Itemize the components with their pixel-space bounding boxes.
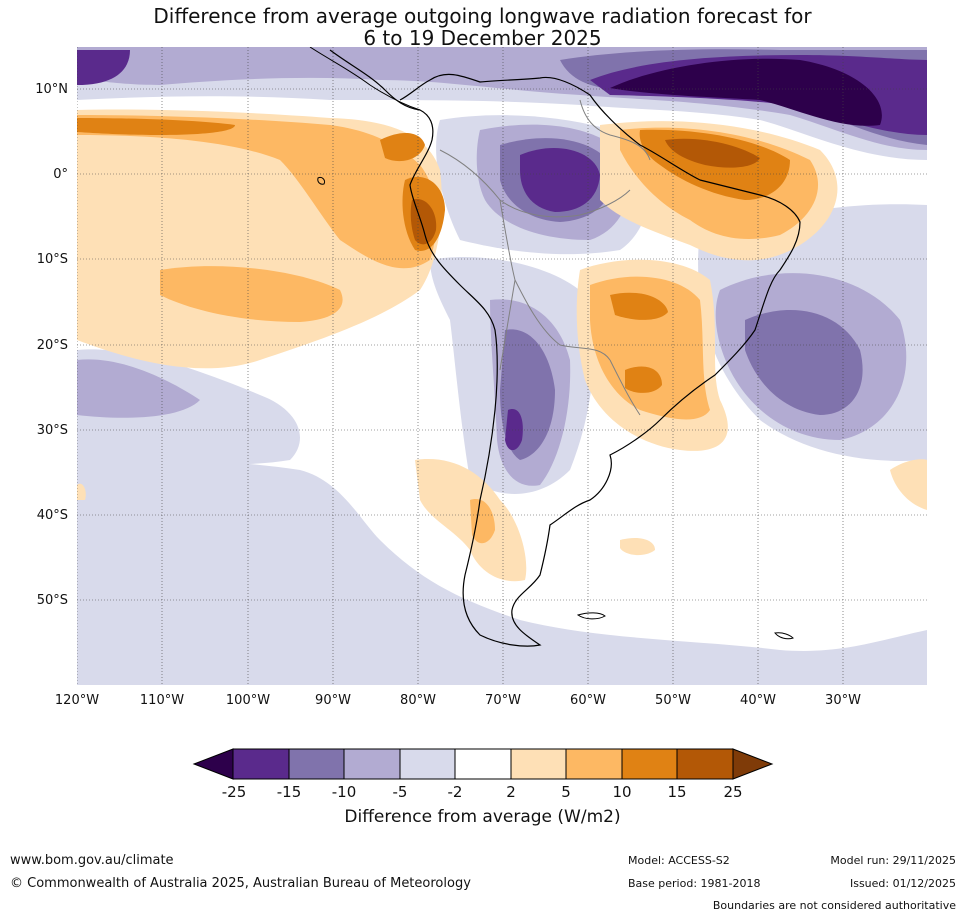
anomaly-region-neg-strong (505, 409, 523, 451)
colorbar-tick-label: -15 (276, 783, 302, 801)
colorbar-swatch (510, 748, 567, 780)
map-title-line-2: 6 to 19 December 2025 (363, 26, 602, 50)
colorbar-swatch (232, 748, 290, 780)
anomaly-region-neg-strong (745, 310, 863, 415)
model-run-date: Model run: 29/11/2025 (830, 854, 956, 867)
lon-label-30w: 30°W (825, 693, 861, 708)
boundaries-disclaimer: Boundaries are not considered authoritat… (712, 899, 956, 912)
colorbar-tick-label: 15 (667, 783, 687, 801)
colorbar-tick-label: 5 (561, 783, 571, 801)
anomaly-region-neg-strong (77, 50, 130, 85)
website-link[interactable]: www.bom.gov.au/climate (10, 853, 174, 868)
lat-label-20s: 20°S (36, 338, 68, 353)
colorbar-tick-label: 2 (506, 783, 516, 801)
lon-label-40w: 40°W (740, 693, 776, 708)
colorbar-arrow-low (192, 748, 234, 780)
anomaly-region-pos-light (77, 483, 86, 500)
colorbar-tick-label: -2 (447, 783, 463, 801)
colorbar (192, 748, 774, 780)
lon-label-70w: 70°W (485, 693, 521, 708)
country-boundary (499, 279, 516, 371)
colorbar-swatch (565, 748, 623, 780)
country-boundaries (439, 99, 651, 416)
country-boundary (609, 359, 641, 416)
lat-label-40s: 40°S (36, 508, 68, 523)
lon-label-80w: 80°W (400, 693, 436, 708)
colorbar-arrow-high (732, 748, 774, 780)
anomaly-region-pos-light (620, 538, 655, 556)
lon-label-110w: 110°W (139, 693, 185, 708)
copyright-text: © Commonwealth of Australia 2025, Austra… (10, 876, 471, 891)
issued-date: Issued: 01/12/2025 (849, 877, 956, 890)
lat-label-50s: 50°S (36, 593, 68, 608)
anomaly-region-neg-light (77, 460, 927, 685)
anomaly-region-neg-strong (520, 147, 600, 212)
anomaly-region-pos-strong (625, 366, 662, 393)
country-boundary (439, 149, 631, 218)
galapagos (317, 177, 325, 185)
base-period: Base period: 1981-2018 (628, 877, 761, 890)
lon-label-100w: 100°W (225, 693, 271, 708)
anomaly-region-pos-mod (160, 266, 343, 322)
anomaly-region-pos-max (665, 138, 760, 168)
anomaly-region-pos-mod (470, 499, 495, 544)
anomaly-region-pos-light (890, 459, 927, 510)
lon-label-120w: 120°W (54, 693, 100, 708)
anomaly-region-neg-light (77, 359, 200, 418)
lat-label-0: 0° (53, 167, 68, 182)
anomaly-region-pos-mod (77, 115, 437, 269)
lat-label-30s: 30°S (36, 423, 68, 438)
graticule (77, 47, 927, 685)
colorbar-tick-label: 10 (612, 783, 632, 801)
south-america-coastline (329, 49, 801, 647)
south-georgia (774, 632, 794, 640)
anomaly-region-neg-extreme (610, 58, 882, 126)
anomaly-region-pos-strong (77, 118, 235, 135)
colorbar-tick-label: -10 (331, 783, 357, 801)
lat-label-10s: 10°S (36, 252, 68, 267)
central-america-coastline (309, 47, 421, 111)
lon-label-60w: 60°W (570, 693, 606, 708)
colorbar-tick-label: -25 (221, 783, 247, 801)
colorbar-swatch (621, 748, 678, 780)
lon-label-90w: 90°W (315, 693, 351, 708)
colorbar-tick-label: -5 (392, 783, 408, 801)
falkland-islands (576, 612, 606, 620)
model-name: Model: ACCESS-S2 (628, 854, 730, 867)
country-boundary (499, 199, 611, 361)
anomaly-region-pos-light (415, 459, 527, 582)
anomaly-contours (77, 47, 927, 685)
anomaly-region-pos-strong (610, 292, 668, 320)
map-title-line-1: Difference from average outgoing longwav… (153, 4, 812, 28)
colorbar-swatch (288, 748, 345, 780)
anomaly-region-pos-strong (380, 133, 425, 162)
colorbar-swatch (676, 748, 734, 780)
colorbar-title: Difference from average (W/m2) (344, 807, 621, 827)
colorbar-tick-label: 25 (723, 783, 743, 801)
country-boundary (579, 99, 651, 161)
lat-label-10n: 10°N (35, 82, 68, 97)
coastlines (309, 47, 801, 647)
colorbar-swatch (454, 748, 512, 780)
lon-label-50w: 50°W (655, 693, 691, 708)
colorbar-swatch (399, 748, 456, 780)
colorbar-swatch (343, 748, 401, 780)
